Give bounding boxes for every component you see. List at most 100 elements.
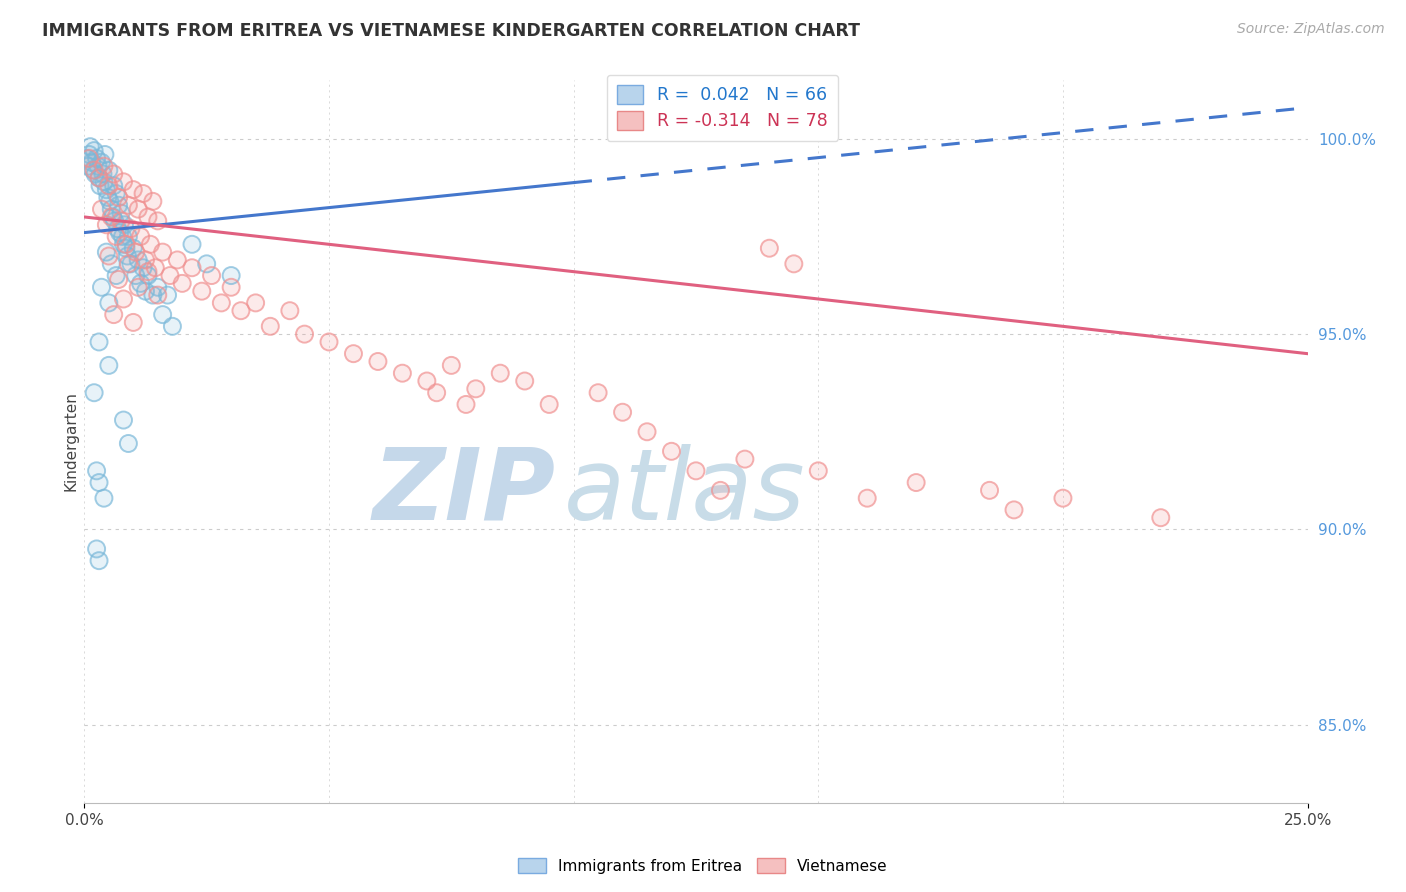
Point bbox=[979, 483, 1001, 498]
Point bbox=[110, 206, 132, 220]
Y-axis label: Kindergarten: Kindergarten bbox=[63, 392, 79, 491]
Point bbox=[685, 464, 707, 478]
Point bbox=[90, 280, 112, 294]
Point bbox=[245, 296, 267, 310]
Point bbox=[734, 452, 756, 467]
Point bbox=[98, 194, 121, 209]
Point bbox=[97, 163, 120, 178]
Point bbox=[278, 303, 301, 318]
Point bbox=[97, 163, 120, 178]
Point bbox=[166, 252, 188, 267]
Point bbox=[108, 226, 131, 240]
Point bbox=[86, 464, 108, 478]
Point bbox=[108, 226, 131, 240]
Point bbox=[489, 366, 512, 380]
Point bbox=[101, 210, 124, 224]
Point bbox=[107, 272, 129, 286]
Point bbox=[115, 241, 138, 255]
Point bbox=[586, 385, 609, 400]
Point bbox=[181, 237, 204, 252]
Point bbox=[416, 374, 439, 388]
Point bbox=[152, 245, 174, 260]
Point bbox=[1150, 510, 1173, 524]
Point bbox=[97, 296, 120, 310]
Point bbox=[979, 483, 1001, 498]
Point bbox=[83, 385, 105, 400]
Point bbox=[97, 190, 120, 204]
Point bbox=[112, 292, 135, 306]
Point bbox=[97, 359, 120, 373]
Point bbox=[112, 175, 135, 189]
Point bbox=[112, 413, 135, 427]
Point bbox=[90, 155, 112, 169]
Point bbox=[135, 284, 157, 298]
Point bbox=[79, 139, 101, 153]
Point bbox=[96, 183, 118, 197]
Legend: R =  0.042   N = 66, R = -0.314   N = 78: R = 0.042 N = 66, R = -0.314 N = 78 bbox=[607, 75, 838, 141]
Point bbox=[122, 315, 145, 329]
Point bbox=[142, 194, 165, 209]
Point bbox=[709, 483, 731, 498]
Point bbox=[96, 218, 118, 232]
Point bbox=[77, 152, 100, 166]
Point bbox=[97, 249, 120, 263]
Point bbox=[110, 214, 132, 228]
Point bbox=[636, 425, 658, 439]
Point bbox=[105, 268, 128, 283]
Point bbox=[146, 280, 169, 294]
Point bbox=[159, 268, 181, 283]
Point bbox=[115, 237, 138, 252]
Point bbox=[135, 252, 157, 267]
Point bbox=[132, 260, 155, 275]
Point bbox=[125, 268, 148, 283]
Point bbox=[120, 221, 142, 235]
Point bbox=[440, 359, 463, 373]
Point bbox=[90, 202, 112, 216]
Point bbox=[129, 229, 152, 244]
Point bbox=[156, 288, 179, 302]
Point bbox=[103, 178, 125, 193]
Point bbox=[129, 277, 152, 291]
Point bbox=[142, 194, 165, 209]
Point bbox=[132, 186, 155, 201]
Point bbox=[100, 202, 122, 216]
Point bbox=[259, 319, 281, 334]
Point bbox=[127, 280, 149, 294]
Point bbox=[117, 229, 139, 244]
Point bbox=[105, 229, 128, 244]
Point bbox=[103, 167, 125, 181]
Point bbox=[139, 237, 162, 252]
Point bbox=[139, 237, 162, 252]
Point bbox=[77, 159, 100, 173]
Point bbox=[209, 296, 232, 310]
Point bbox=[636, 425, 658, 439]
Point bbox=[259, 319, 281, 334]
Point bbox=[93, 175, 115, 189]
Point bbox=[86, 152, 108, 166]
Point bbox=[489, 366, 512, 380]
Point bbox=[807, 464, 830, 478]
Point bbox=[77, 147, 100, 161]
Point bbox=[142, 288, 165, 302]
Point bbox=[807, 464, 830, 478]
Point bbox=[219, 268, 242, 283]
Point bbox=[93, 159, 115, 173]
Point bbox=[367, 354, 389, 368]
Point bbox=[294, 327, 316, 342]
Point bbox=[87, 334, 110, 349]
Point bbox=[152, 245, 174, 260]
Legend: Immigrants from Eritrea, Vietnamese: Immigrants from Eritrea, Vietnamese bbox=[512, 852, 894, 880]
Point bbox=[83, 144, 105, 158]
Point bbox=[90, 202, 112, 216]
Point bbox=[143, 260, 166, 275]
Point bbox=[905, 475, 928, 490]
Point bbox=[538, 397, 561, 411]
Point bbox=[135, 252, 157, 267]
Point bbox=[464, 382, 486, 396]
Point bbox=[318, 334, 340, 349]
Point bbox=[318, 334, 340, 349]
Point bbox=[132, 260, 155, 275]
Point bbox=[219, 268, 242, 283]
Point bbox=[100, 257, 122, 271]
Point bbox=[79, 139, 101, 153]
